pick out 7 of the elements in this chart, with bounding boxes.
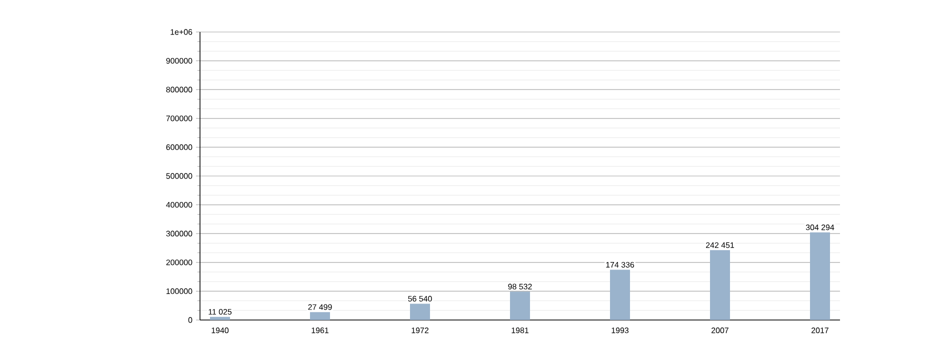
bar (310, 312, 330, 320)
bar (410, 304, 430, 320)
bar (210, 316, 230, 320)
bar (610, 270, 630, 320)
bar (710, 250, 730, 320)
bar (810, 232, 830, 320)
bar (510, 292, 530, 320)
